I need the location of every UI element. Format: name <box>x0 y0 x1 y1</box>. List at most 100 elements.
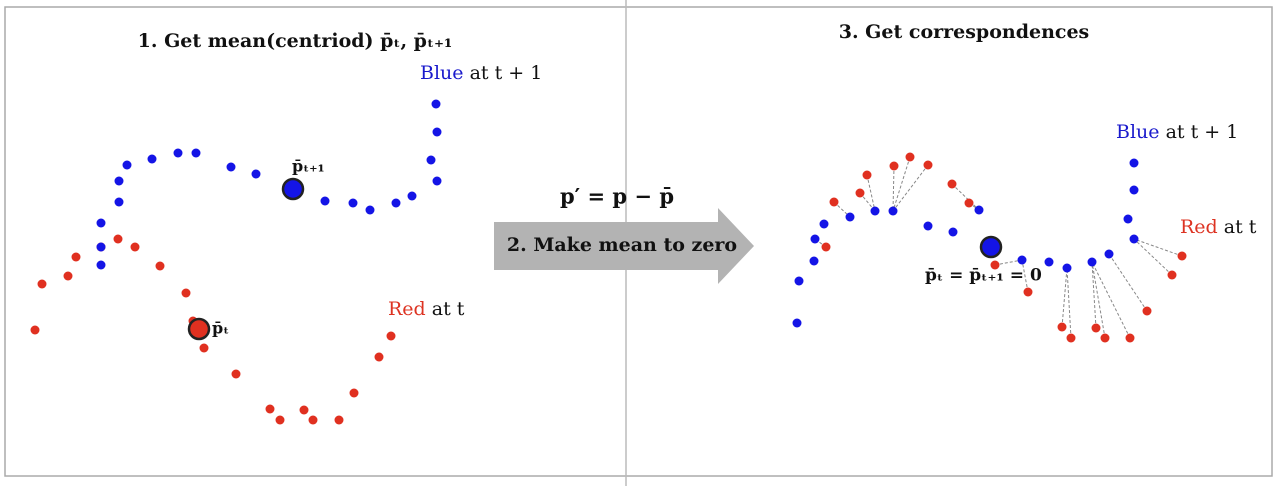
point <box>114 197 124 207</box>
point <box>431 99 441 109</box>
point <box>889 161 899 171</box>
point <box>1129 185 1139 195</box>
right-title: 3. Get correspondences <box>839 21 1090 43</box>
points <box>30 99 1187 425</box>
point <box>173 148 183 158</box>
point <box>1177 251 1187 261</box>
point <box>191 148 201 158</box>
centroid <box>187 317 211 341</box>
point <box>226 162 236 172</box>
point <box>265 404 275 414</box>
point <box>948 227 958 237</box>
point <box>1129 158 1139 168</box>
point <box>819 219 829 229</box>
arrow <box>494 208 754 284</box>
point <box>308 415 318 425</box>
correspondence <box>951 183 980 211</box>
red-word: Red <box>388 298 426 320</box>
correspondence <box>1133 238 1183 257</box>
point <box>947 179 957 189</box>
point <box>122 160 132 170</box>
point <box>974 205 984 215</box>
point <box>1057 322 1067 332</box>
frame <box>4 6 1273 477</box>
point <box>905 152 915 162</box>
correspondence <box>1133 238 1173 276</box>
point <box>426 155 436 165</box>
correspondence <box>892 164 929 212</box>
point <box>147 154 157 164</box>
point <box>113 234 123 244</box>
point <box>299 405 309 415</box>
point <box>199 343 209 353</box>
blue-centroid-label: p̄ₜ₊₁ <box>292 157 325 176</box>
point <box>1167 270 1177 280</box>
centroid <box>979 235 1003 259</box>
point <box>96 218 106 228</box>
point <box>407 191 417 201</box>
correspondence <box>1091 261 1106 339</box>
point <box>96 260 106 270</box>
point <box>320 196 330 206</box>
point <box>1129 234 1139 244</box>
formula: p′ = p − p̄ <box>560 184 674 209</box>
correspondence <box>859 192 876 212</box>
red-rest: at t <box>1224 216 1257 238</box>
correspondence <box>1091 261 1131 339</box>
point <box>71 252 81 262</box>
point <box>809 256 819 266</box>
correspondence <box>892 156 911 212</box>
point <box>30 325 40 335</box>
correspondence <box>1061 267 1068 328</box>
red-rest: at t <box>432 298 465 320</box>
point <box>386 331 396 341</box>
blue-label-right: Blue at t + 1 <box>1116 121 1238 143</box>
point <box>1091 323 1101 333</box>
point <box>391 198 401 208</box>
point <box>374 352 384 362</box>
correspondence <box>892 165 895 212</box>
point <box>1017 255 1027 265</box>
point <box>862 170 872 180</box>
point <box>251 169 261 179</box>
point <box>96 242 106 252</box>
correspondence <box>1108 253 1148 312</box>
centroid-label: p̄ₜ = p̄ₜ₊₁ = 0 <box>925 266 1042 286</box>
point <box>37 279 47 289</box>
red-label: Red at t <box>388 298 465 320</box>
point <box>130 242 140 252</box>
blue-word: Blue <box>1116 121 1160 143</box>
point <box>1087 257 1097 267</box>
blue-rest: at t + 1 <box>1166 121 1239 143</box>
point <box>964 198 974 208</box>
point <box>855 188 865 198</box>
point <box>821 242 831 252</box>
left-title: 1. Get mean(centriod) p̄ₜ, p̄ₜ₊₁ <box>138 30 453 52</box>
step-label: 2. Make mean to zero <box>507 234 737 256</box>
point <box>275 415 285 425</box>
point <box>1104 249 1114 259</box>
blue-word: Blue <box>420 62 464 84</box>
correspondence <box>1091 261 1097 329</box>
point <box>923 160 933 170</box>
point <box>1066 333 1076 343</box>
point <box>845 212 855 222</box>
point <box>334 415 344 425</box>
point <box>155 261 165 271</box>
point <box>829 197 839 207</box>
point <box>114 176 124 186</box>
correspondence <box>1021 259 1029 293</box>
point <box>1044 257 1054 267</box>
point <box>348 198 358 208</box>
red-label-right: Red at t <box>1180 216 1257 238</box>
point <box>1142 306 1152 316</box>
correspondence <box>1066 267 1072 339</box>
point <box>870 206 880 216</box>
blue-label: Blue at t + 1 <box>420 62 542 84</box>
correspondence <box>994 259 1023 266</box>
point <box>794 276 804 286</box>
blue-rest: at t + 1 <box>470 62 543 84</box>
point <box>1062 263 1072 273</box>
point <box>923 221 933 231</box>
